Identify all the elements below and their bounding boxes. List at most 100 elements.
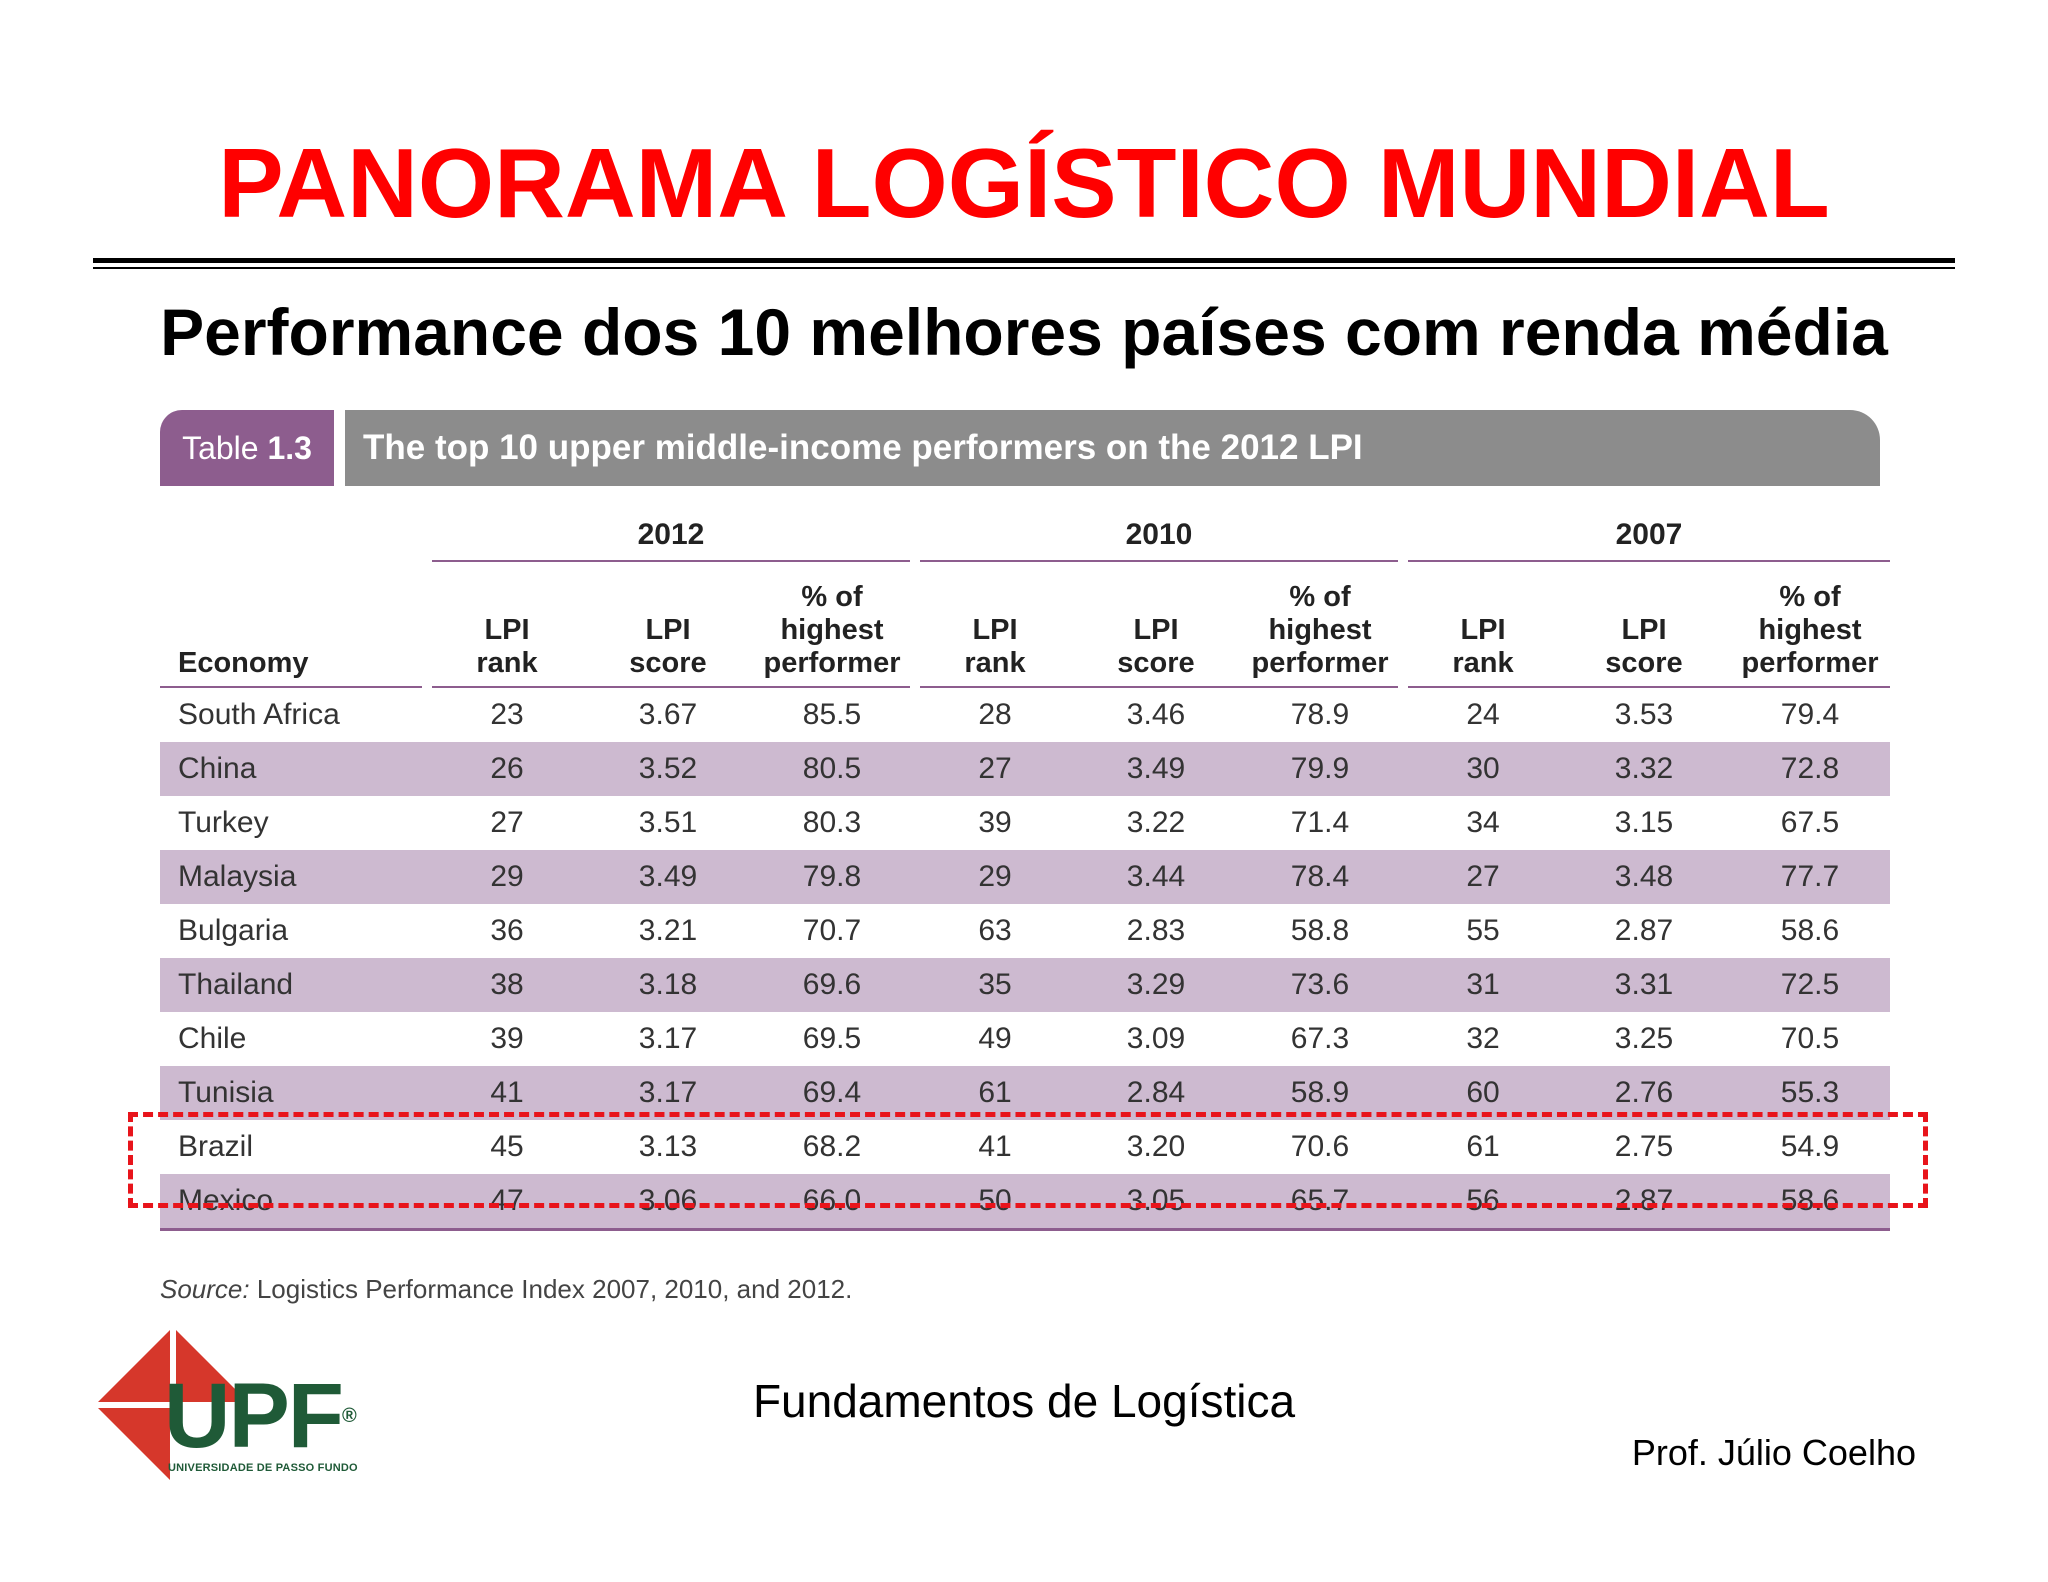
lpi-score-cell: 3.48 [1558,850,1730,904]
column-gap [910,1012,920,1066]
lpi-rank-cell: 27 [490,806,524,839]
table-row: Tunisia 41 3.17 69.4 61 2.84 58.9 60 2.76 55.3 [160,1066,1890,1120]
pct-highest-cell: 58.8 [1290,914,1350,947]
lpi-score-cell: 3.49 [582,850,754,904]
lpi-score-cell: 3.09 [1126,1022,1186,1055]
logo-wordmark: UPF® [164,1365,357,1467]
lpi-score-cell: 3.53 [1614,698,1674,731]
lpi-rank-cell: 34 [1466,806,1500,839]
column-gap [422,1174,432,1231]
lpi-score-cell: 2.87 [1558,1174,1730,1231]
pct-highest-cell: 66.0 [754,1174,910,1231]
pct-highest-cell: 54.9 [1780,1130,1840,1163]
professor-name: Prof. Júlio Coelho [1631,1432,1916,1473]
table-tag: Table 1.3 [160,410,334,486]
lpi-score-cell: 3.44 [1070,850,1242,904]
economy-header: Economy [160,561,422,688]
lpi-rank-cell: 39 [490,1022,524,1055]
lpi-score-cell: 3.32 [1558,742,1730,796]
country-cell: Thailand [160,958,422,1012]
country-cell: Bulgaria [178,914,289,947]
lpi-score-cell: 2.83 [1126,914,1186,947]
table-row: Brazil 45 3.13 68.2 41 3.20 70.6 61 2.75 54.9 [160,1120,1890,1174]
upf-logo-icon [98,1330,248,1480]
pct-highest-cell: 58.9 [1242,1066,1398,1120]
year-2007-header: 2007 [1408,510,1890,562]
lpi-score-header: LPI score [1070,561,1242,688]
source-note: Source: Logistics Performance Index 2007… [160,1274,852,1305]
table-body: South Africa 23 3.67 85.5 28 3.46 78.9 24 3.53 79… [160,687,1890,1231]
table-row: Chile 39 3.17 69.5 49 3.09 67.3 32 3.25 70.5 [160,1012,1890,1066]
pct-highest-header: % of highest performer [1730,561,1890,688]
column-gap [422,687,432,742]
country-cell: Brazil [178,1130,254,1163]
pct-highest-cell: 70.5 [1780,1022,1840,1055]
lpi-rank-cell: 50 [920,1174,1070,1231]
country-cell: China [160,742,422,796]
pct-highest-header: % of highest performer [1242,561,1398,688]
pct-highest-cell: 67.5 [1780,806,1840,839]
lpi-rank-cell: 27 [920,742,1070,796]
column-gap [910,958,920,1012]
year-header-row: 2012 2010 2007 [160,510,1890,562]
lpi-score-cell: 3.67 [638,698,698,731]
lpi-rank-cell: 26 [432,742,582,796]
column-gap [1398,958,1408,1012]
lpi-score-header: LPI score [582,561,754,688]
lpi-rank-cell: 39 [978,806,1012,839]
column-gap [910,904,920,958]
table-row: Turkey 27 3.51 80.3 39 3.22 71.4 34 3.15 67.5 [160,796,1890,850]
lpi-rank-cell: 32 [1466,1022,1500,1055]
table-row: South Africa 23 3.67 85.5 28 3.46 78.9 24 3.53 79… [160,687,1890,742]
source-label: Source: [160,1274,250,1304]
lpi-rank-cell: 23 [490,698,524,731]
title-divider-thin [93,267,1955,269]
column-gap [422,958,432,1012]
lpi-score-cell: 3.17 [582,1066,754,1120]
lpi-score-cell: 3.51 [638,806,698,839]
country-cell: Chile [178,1022,247,1055]
lpi-score-cell: 3.25 [1614,1022,1674,1055]
column-gap [910,1174,920,1231]
pct-highest-cell: 78.4 [1242,850,1398,904]
lpi-score-cell: 2.87 [1614,914,1674,947]
pct-highest-cell: 80.3 [802,806,862,839]
lpi-score-cell: 3.29 [1070,958,1242,1012]
lpi-rank-header: LPI rank [432,561,582,688]
country-cell: Mexico [160,1174,422,1231]
pct-highest-cell: 71.4 [1290,806,1350,839]
year-2012-header: 2012 [432,510,910,562]
column-gap [1398,904,1408,958]
slide-title: PANORAMA LOGÍSTICO MUNDIAL [218,128,1830,238]
column-gap [1398,742,1408,796]
column-gap [910,1066,920,1120]
column-gap [422,796,432,850]
lpi-rank-header: LPI rank [920,561,1070,688]
lpi-score-cell: 3.46 [1126,698,1186,731]
lpi-rank-cell: 61 [920,1066,1070,1120]
lpi-score-cell: 3.22 [1126,806,1186,839]
pct-highest-cell: 72.8 [1730,742,1890,796]
lpi-rank-cell: 41 [978,1130,1012,1163]
lpi-rank-cell: 35 [920,958,1070,1012]
column-gap [910,850,920,904]
column-gap [1398,1174,1408,1231]
source-text: Logistics Performance Index 2007, 2010, … [249,1274,853,1304]
pct-highest-cell: 73.6 [1242,958,1398,1012]
country-cell: Turkey [178,806,269,839]
column-gap [422,1066,432,1120]
pct-highest-cell: 68.2 [802,1130,862,1163]
lpi-score-cell: 3.15 [1614,806,1674,839]
lpi-rank-cell: 30 [1408,742,1558,796]
column-gap [422,1012,432,1066]
column-header-row: Economy LPI rank LPI score % of highest perf… [160,561,1890,688]
lpi-rank-cell: 29 [920,850,1070,904]
table-tag-prefix: Table [182,430,259,466]
pct-highest-cell: 69.6 [754,958,910,1012]
pct-highest-cell: 67.3 [1290,1022,1350,1055]
lpi-rank-cell: 60 [1408,1066,1558,1120]
pct-highest-cell: 69.4 [754,1066,910,1120]
pct-highest-cell: 72.5 [1730,958,1890,1012]
column-gap [910,742,920,796]
lpi-rank-cell: 38 [432,958,582,1012]
